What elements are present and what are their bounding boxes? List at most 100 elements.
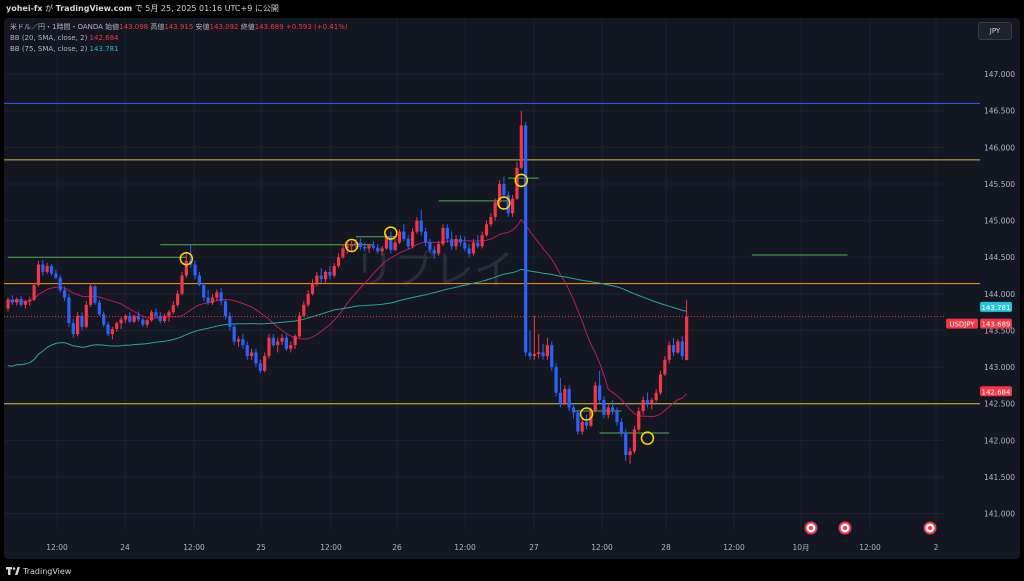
candle-body bbox=[519, 125, 523, 168]
candle-body bbox=[415, 220, 419, 232]
candle-body bbox=[23, 301, 27, 305]
price-tick-label: 143.500 bbox=[984, 326, 1015, 335]
author-name[interactable]: yohei-fx bbox=[6, 4, 43, 13]
candle-body bbox=[576, 412, 580, 432]
candle-body bbox=[180, 275, 184, 294]
candle-body bbox=[663, 359, 667, 375]
time-tick-label: 12:00 bbox=[723, 543, 745, 552]
candle-body bbox=[454, 238, 458, 247]
price-chart[interactable]: 147.000 146.500 146.000 145.500 145.000 144.5… bbox=[4, 18, 1020, 559]
candle-body bbox=[654, 392, 658, 401]
candle-body bbox=[671, 345, 676, 353]
candle-body bbox=[97, 302, 101, 315]
candle-body bbox=[441, 227, 445, 245]
last-price-tag-bg bbox=[980, 318, 1012, 329]
candle-body bbox=[580, 422, 584, 432]
time-tick-label: 10月 bbox=[792, 543, 809, 552]
open-label: 始値 bbox=[105, 23, 120, 31]
time-tick-label: 27 bbox=[529, 543, 539, 552]
candle-body bbox=[402, 231, 406, 239]
signal-marker bbox=[497, 196, 511, 210]
candle-body bbox=[558, 392, 563, 404]
candle-body bbox=[284, 337, 288, 349]
candle-body bbox=[106, 324, 110, 335]
candle-body bbox=[110, 329, 114, 335]
candle-body bbox=[541, 352, 545, 357]
candle-body bbox=[650, 400, 654, 404]
signal-marker bbox=[640, 431, 655, 445]
tradingview-logo-icon bbox=[6, 567, 20, 575]
symbol-tag-bg bbox=[946, 318, 978, 329]
candle-body bbox=[354, 242, 358, 245]
candle-body bbox=[132, 315, 136, 322]
change-value: +0.593 (+0.41%) bbox=[285, 23, 348, 31]
candle-body bbox=[123, 315, 128, 320]
candle-body bbox=[167, 312, 171, 316]
candle-body bbox=[658, 374, 663, 393]
candle-body bbox=[280, 337, 284, 342]
time-tick-label: 12:00 bbox=[454, 543, 476, 552]
candle-body bbox=[332, 266, 336, 276]
candle-body bbox=[115, 323, 119, 330]
signal-marker bbox=[384, 226, 398, 240]
candle-body bbox=[350, 244, 354, 247]
candle-body bbox=[341, 248, 345, 258]
bb75-price-tag: 143.781 bbox=[982, 304, 1011, 312]
candle-body bbox=[67, 297, 71, 324]
candle-body bbox=[598, 385, 602, 401]
bb20-value: 142.684 bbox=[89, 34, 119, 42]
price-tick-label: 142.500 bbox=[984, 400, 1015, 409]
candle-body bbox=[667, 345, 671, 360]
candle-body bbox=[524, 125, 528, 353]
candle-body bbox=[419, 220, 423, 232]
candle-body bbox=[515, 167, 519, 199]
candle-body bbox=[93, 286, 97, 303]
low-label: 安値 bbox=[195, 23, 210, 31]
plot-background bbox=[4, 18, 1020, 559]
price-tick-label: 146.000 bbox=[984, 143, 1015, 152]
candle-body bbox=[84, 304, 88, 327]
candle-body bbox=[232, 326, 236, 342]
site-name[interactable]: TradingView.com bbox=[55, 4, 133, 13]
footer-bar: TradingView bbox=[0, 562, 1024, 581]
bb20-label[interactable]: BB (20, SMA, close, 2) bbox=[10, 34, 88, 42]
candle-body bbox=[54, 273, 58, 278]
candle-body bbox=[380, 248, 384, 252]
author-suffix: が bbox=[45, 4, 54, 13]
time-tick-label: 12:00 bbox=[591, 543, 613, 552]
close-value: 143.689 bbox=[254, 23, 284, 31]
candle-body bbox=[202, 285, 206, 298]
signal-marker bbox=[514, 173, 529, 188]
bb75-label[interactable]: BB (75, SMA, close, 2) bbox=[10, 45, 88, 53]
candle-body bbox=[297, 315, 302, 337]
candle-body bbox=[384, 236, 389, 249]
candle-body bbox=[306, 293, 310, 305]
candle-body bbox=[645, 400, 650, 404]
signal-marker bbox=[179, 251, 194, 266]
time-tick-label: 12:00 bbox=[320, 543, 342, 552]
candle-body bbox=[532, 353, 536, 357]
candle-body bbox=[250, 352, 254, 357]
candle-body bbox=[567, 389, 571, 408]
candle-body bbox=[624, 433, 628, 456]
candle-body bbox=[471, 242, 476, 254]
candle-body bbox=[210, 297, 215, 303]
candle-body bbox=[45, 266, 49, 272]
footer-brand[interactable]: TradingView bbox=[23, 567, 72, 576]
signal-marker bbox=[579, 407, 594, 421]
candle-body bbox=[32, 285, 36, 300]
candle-body bbox=[241, 339, 245, 346]
candle-body bbox=[293, 336, 297, 346]
currency-button[interactable]: JPY bbox=[978, 22, 1012, 40]
candle-body bbox=[223, 301, 228, 316]
candle-body bbox=[128, 315, 132, 322]
price-tick-label: 143.000 bbox=[984, 363, 1015, 372]
candle-body bbox=[80, 315, 84, 327]
candle-body bbox=[236, 339, 241, 342]
price-tick-label: 147.000 bbox=[984, 70, 1015, 79]
candle-body bbox=[263, 356, 267, 371]
time-tick-label: 25 bbox=[256, 543, 266, 552]
symbol-label[interactable]: 米ドル／円・1時間・OANDA bbox=[10, 23, 103, 31]
candle-body bbox=[397, 231, 402, 243]
